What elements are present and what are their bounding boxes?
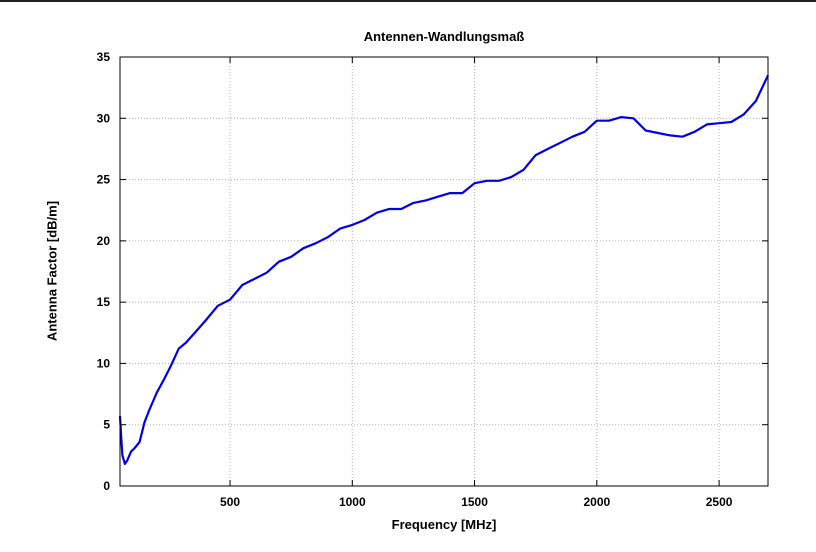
plot-frame: [119, 56, 769, 487]
series-line: [118, 74, 769, 465]
x-tick-label: 1500: [461, 495, 488, 509]
top-border: [0, 0, 816, 2]
x-tick-label: 1000: [339, 495, 366, 509]
y-axis-label: Antenna Factor [dB/m]: [44, 200, 60, 342]
y-tick-label: 15: [97, 295, 111, 309]
y-tick-label: 35: [97, 50, 111, 64]
y-axis-ticks: 0 5 10 15 20 25 30 35: [97, 50, 768, 493]
x-tick-label: 500: [220, 495, 240, 509]
y-tick-label: 5: [103, 418, 110, 432]
y-tick-label: 0: [103, 479, 110, 493]
x-tick-label: 2500: [706, 495, 733, 509]
grid-lines: [120, 57, 768, 486]
y-tick-label: 10: [97, 356, 111, 370]
y-tick-label: 25: [97, 173, 111, 187]
y-tick-label: 30: [97, 111, 111, 125]
x-axis-label: Frequency [MHz]: [391, 517, 497, 532]
plot-area: [120, 57, 768, 486]
chart-title: Antennen-Wandlungsmaß: [363, 29, 525, 44]
y-tick-label: 20: [97, 234, 111, 248]
x-tick-label: 2000: [583, 495, 610, 509]
x-axis-ticks: 500 1000 1500 2000 2500: [220, 57, 733, 509]
